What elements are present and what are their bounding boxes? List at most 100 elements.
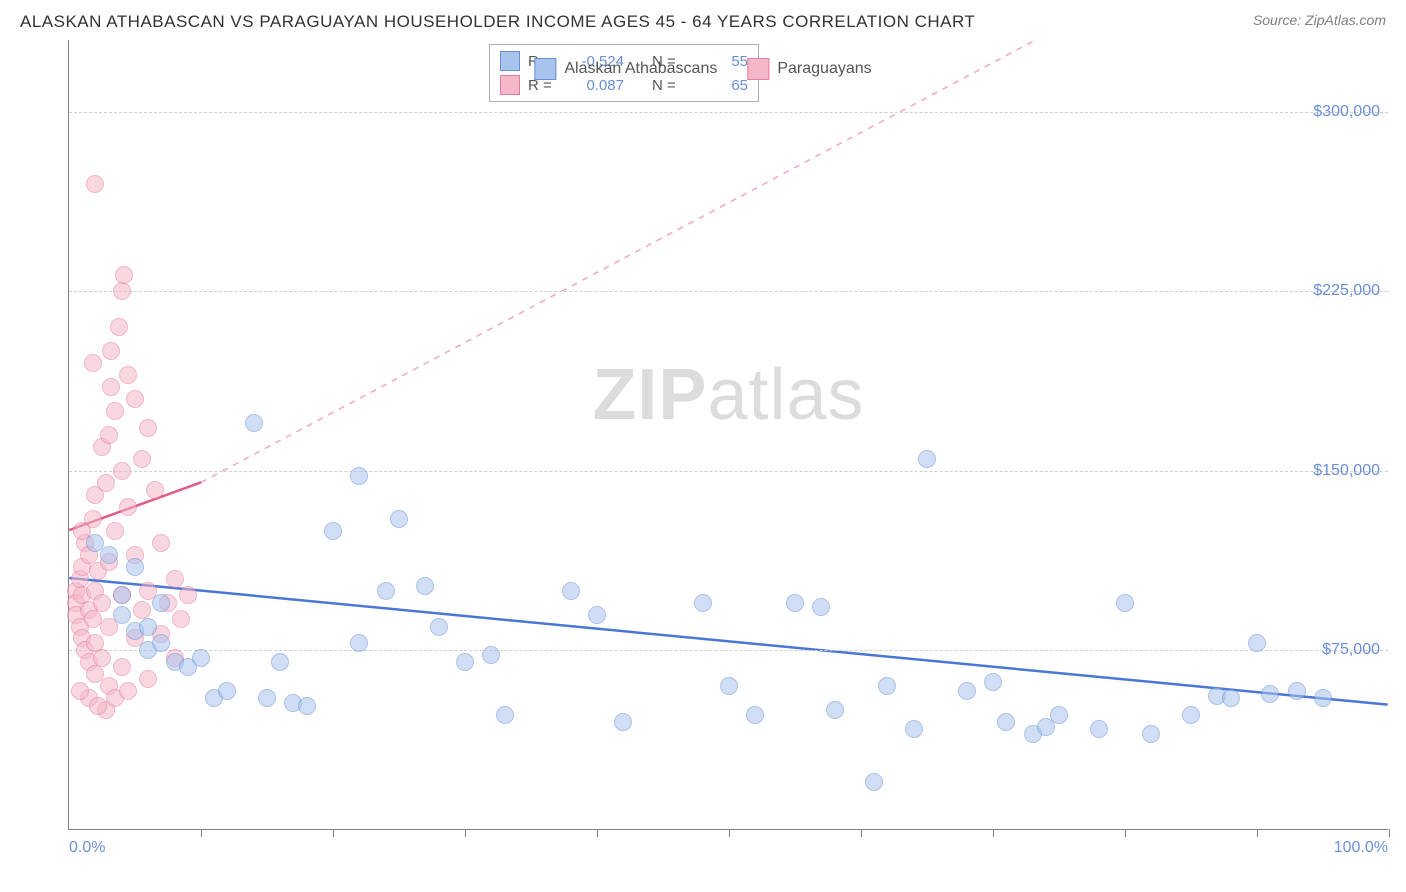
data-point xyxy=(878,677,896,695)
chart-title: ALASKAN ATHABASCAN VS PARAGUAYAN HOUSEHO… xyxy=(20,12,975,32)
data-point xyxy=(588,606,606,624)
data-point xyxy=(97,474,115,492)
data-point xyxy=(139,670,157,688)
x-tick xyxy=(465,829,466,837)
data-point xyxy=(918,450,936,468)
data-point xyxy=(152,594,170,612)
data-point xyxy=(102,378,120,396)
data-point xyxy=(245,414,263,432)
data-point xyxy=(106,522,124,540)
data-point xyxy=(172,610,190,628)
legend-swatch xyxy=(534,58,556,80)
legend-swatch xyxy=(747,58,769,80)
legend-item: Alaskan Athabascans xyxy=(534,58,717,80)
data-point xyxy=(84,354,102,372)
data-point xyxy=(93,594,111,612)
data-point xyxy=(694,594,712,612)
x-tick xyxy=(1125,829,1126,837)
data-point xyxy=(86,175,104,193)
legend-label: Alaskan Athabascans xyxy=(564,60,717,78)
data-point xyxy=(126,390,144,408)
data-point xyxy=(1142,725,1160,743)
data-point xyxy=(614,713,632,731)
data-point xyxy=(746,706,764,724)
data-point xyxy=(113,586,131,604)
data-point xyxy=(93,649,111,667)
x-tick xyxy=(1257,829,1258,837)
data-point xyxy=(905,720,923,738)
x-tick xyxy=(333,829,334,837)
y-tick-label: $150,000 xyxy=(1313,462,1380,480)
y-tick-label: $75,000 xyxy=(1322,641,1380,659)
data-point xyxy=(430,618,448,636)
legend-item: Paraguayans xyxy=(747,58,871,80)
data-point xyxy=(179,586,197,604)
data-point xyxy=(119,366,137,384)
data-point xyxy=(119,682,137,700)
data-point xyxy=(166,570,184,588)
stat-swatch xyxy=(500,75,520,95)
x-tick xyxy=(861,829,862,837)
gridline xyxy=(69,650,1388,651)
data-point xyxy=(324,522,342,540)
data-point xyxy=(377,582,395,600)
data-point xyxy=(786,594,804,612)
data-point xyxy=(126,558,144,576)
data-point xyxy=(152,534,170,552)
source-attribution: Source: ZipAtlas.com xyxy=(1253,12,1386,28)
data-point xyxy=(271,653,289,671)
x-tick xyxy=(993,829,994,837)
data-point xyxy=(456,653,474,671)
data-point xyxy=(139,419,157,437)
data-point xyxy=(826,701,844,719)
x-tick xyxy=(201,829,202,837)
data-point xyxy=(416,577,434,595)
y-tick-label: $225,000 xyxy=(1313,282,1380,300)
stat-swatch xyxy=(500,51,520,71)
data-point xyxy=(1050,706,1068,724)
data-point xyxy=(100,546,118,564)
x-tick xyxy=(1389,829,1390,837)
data-point xyxy=(71,682,89,700)
data-point xyxy=(258,689,276,707)
data-point xyxy=(110,318,128,336)
data-point xyxy=(113,282,131,300)
data-point xyxy=(113,462,131,480)
data-point xyxy=(1314,689,1332,707)
data-point xyxy=(1116,594,1134,612)
data-point xyxy=(146,481,164,499)
data-point xyxy=(102,342,120,360)
data-point xyxy=(152,634,170,652)
data-point xyxy=(106,402,124,420)
data-point xyxy=(390,510,408,528)
data-point xyxy=(115,266,133,284)
data-point xyxy=(812,598,830,616)
gridline xyxy=(69,291,1388,292)
data-point xyxy=(100,426,118,444)
data-point xyxy=(350,634,368,652)
data-point xyxy=(113,606,131,624)
x-tick xyxy=(729,829,730,837)
data-point xyxy=(89,697,107,715)
data-point xyxy=(482,646,500,664)
data-point xyxy=(1182,706,1200,724)
data-point xyxy=(218,682,236,700)
x-tick xyxy=(597,829,598,837)
legend: Alaskan Athabascans Paraguayans xyxy=(534,58,871,80)
data-point xyxy=(298,697,316,715)
data-point xyxy=(192,649,210,667)
data-point xyxy=(1090,720,1108,738)
plot-area: ZIPatlas R =-0.524N =55R =0.087N =65 $75… xyxy=(68,40,1388,830)
data-point xyxy=(997,713,1015,731)
data-point xyxy=(119,498,137,516)
x-axis-max-label: 100.0% xyxy=(1334,839,1388,857)
data-point xyxy=(984,673,1002,691)
data-point xyxy=(139,618,157,636)
data-point xyxy=(1222,689,1240,707)
data-point xyxy=(350,467,368,485)
data-point xyxy=(1288,682,1306,700)
gridline xyxy=(69,471,1388,472)
y-tick-label: $300,000 xyxy=(1313,103,1380,121)
data-point xyxy=(1248,634,1266,652)
legend-label: Paraguayans xyxy=(777,60,871,78)
